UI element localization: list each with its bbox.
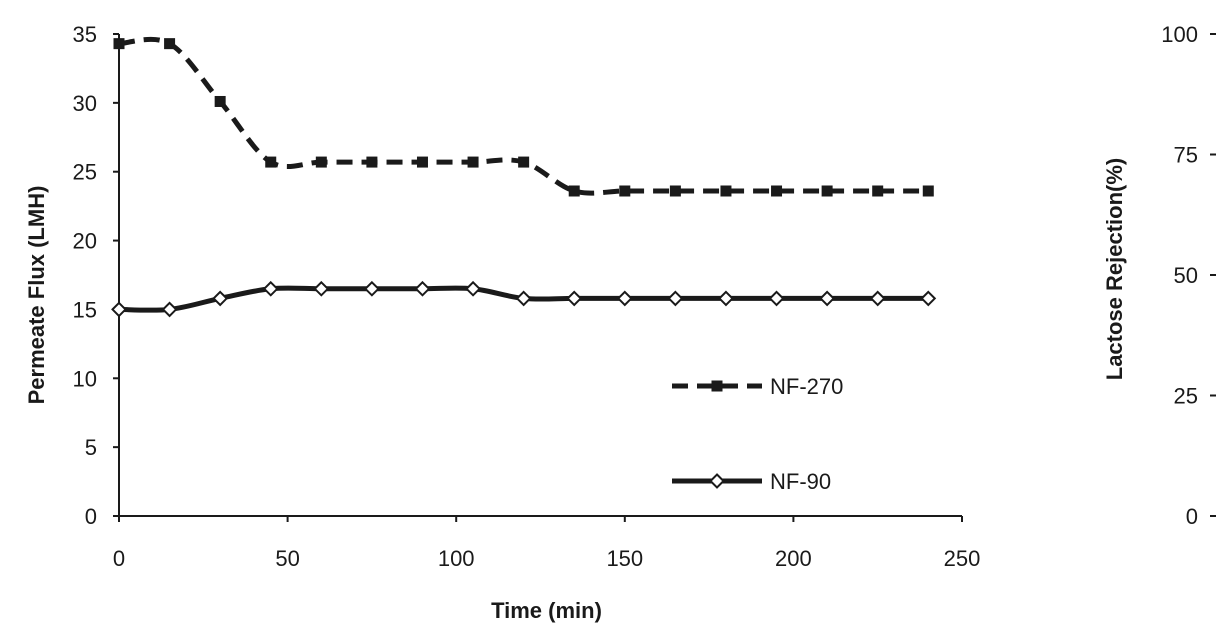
y-tick-label: 15 [73, 297, 97, 322]
y2-tick-label: 25 [1174, 384, 1198, 409]
data-point-nf-90 [363, 280, 380, 297]
series-line-nf-270 [118, 36, 929, 196]
y2-tick-label: 100 [1161, 22, 1198, 47]
data-point-nf-90 [718, 290, 734, 307]
legend-entry-nf-270: NF-270 [672, 374, 843, 399]
data-point-nf-270 [872, 185, 884, 197]
data-point-nf-270 [922, 185, 934, 197]
data-point-legend-nf-90 [709, 473, 725, 489]
data-point-nf-270 [821, 185, 833, 197]
data-point-nf-90 [768, 290, 785, 307]
data-point-nf-270 [315, 156, 327, 168]
data-point-nf-90 [111, 301, 127, 318]
data-point-nf-90 [566, 290, 583, 307]
y-tick-label: 30 [73, 91, 97, 116]
y-tick-label: 35 [73, 22, 97, 47]
x-tick-label: 150 [606, 546, 643, 571]
data-point-nf-270 [265, 156, 277, 168]
x-tick-label: 50 [275, 546, 299, 571]
axes: 0 50 100 150 200 250 0 5 10 15 20 25 30 35 0 25 50 75 100 [73, 22, 1216, 571]
data-point-nf-90 [465, 280, 481, 297]
data-point-nf-90 [920, 290, 937, 307]
x-tick-label: 250 [944, 546, 981, 571]
x-tick-label: 0 [113, 546, 125, 571]
data-point-nf-270 [467, 156, 479, 168]
data-point-nf-270 [366, 156, 378, 168]
data-point-nf-270 [164, 38, 176, 50]
data-point-nf-90 [667, 290, 684, 307]
y2-axis-title: Lactose Rejection(%) [1102, 158, 1127, 381]
x-tick-label: 200 [775, 546, 812, 571]
y-tick-label: 5 [85, 435, 97, 460]
data-point-nf-270 [416, 156, 428, 168]
data-point-nf-270 [720, 185, 732, 197]
data-point-nf-270 [669, 185, 681, 197]
data-point-nf-90 [515, 290, 532, 307]
data-point-nf-270 [568, 185, 580, 197]
series-nf-90 [111, 280, 937, 318]
y-tick-label: 20 [73, 229, 97, 254]
series-nf-270 [113, 36, 934, 197]
data-point-nf-270 [771, 185, 783, 197]
data-point-nf-270 [619, 185, 631, 197]
data-point-nf-270 [113, 38, 125, 50]
data-point-nf-90 [616, 290, 633, 307]
data-point-nf-90 [313, 280, 330, 297]
legend: NF-270 NF-90 [672, 374, 843, 494]
y-tick-label: 0 [85, 504, 97, 529]
data-point-nf-90 [262, 280, 279, 297]
data-point-nf-90 [414, 280, 431, 297]
x-axis-title: Time (min) [491, 598, 602, 623]
data-point-nf-270 [518, 156, 530, 168]
data-point-nf-90 [161, 301, 178, 318]
data-point-nf-90 [869, 290, 886, 307]
legend-label: NF-270 [770, 374, 843, 399]
data-point-nf-270 [214, 95, 226, 107]
data-point-nf-90 [212, 290, 229, 307]
y2-tick-label: 75 [1174, 143, 1198, 168]
y-tick-label: 25 [73, 160, 97, 185]
data-point-nf-90 [819, 290, 836, 307]
x-tick-label: 100 [438, 546, 475, 571]
series-layer [111, 36, 937, 318]
legend-entry-nf-90: NF-90 [672, 469, 831, 494]
data-point-legend-nf-270 [711, 380, 723, 392]
y-tick-label: 10 [73, 366, 97, 391]
legend-label: NF-90 [770, 469, 831, 494]
y2-tick-label: 50 [1174, 263, 1198, 288]
y2-tick-label: 0 [1186, 504, 1198, 529]
y-axis-title: Permeate Flux (LMH) [24, 186, 49, 405]
